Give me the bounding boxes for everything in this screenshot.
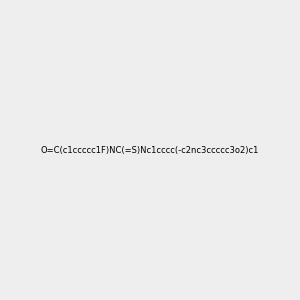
Text: O=C(c1ccccc1F)NC(=S)Nc1cccc(-c2nc3ccccc3o2)c1: O=C(c1ccccc1F)NC(=S)Nc1cccc(-c2nc3ccccc3…: [41, 146, 259, 154]
